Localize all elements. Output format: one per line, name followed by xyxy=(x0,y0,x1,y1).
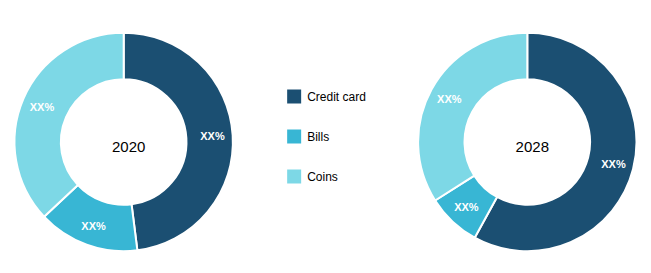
svg-text:XX%: XX% xyxy=(30,101,55,113)
svg-text:XX%: XX% xyxy=(601,158,626,170)
svg-text:Bills: Bills xyxy=(307,130,329,144)
svg-text:XX%: XX% xyxy=(437,93,462,105)
svg-text:Coins: Coins xyxy=(307,170,338,184)
svg-text:Credit card: Credit card xyxy=(307,90,366,104)
svg-text:2020: 2020 xyxy=(112,138,145,155)
svg-text:XX%: XX% xyxy=(200,130,225,142)
svg-text:2028: 2028 xyxy=(516,138,549,155)
svg-text:XX%: XX% xyxy=(454,201,479,213)
svg-text:XX%: XX% xyxy=(81,220,106,232)
